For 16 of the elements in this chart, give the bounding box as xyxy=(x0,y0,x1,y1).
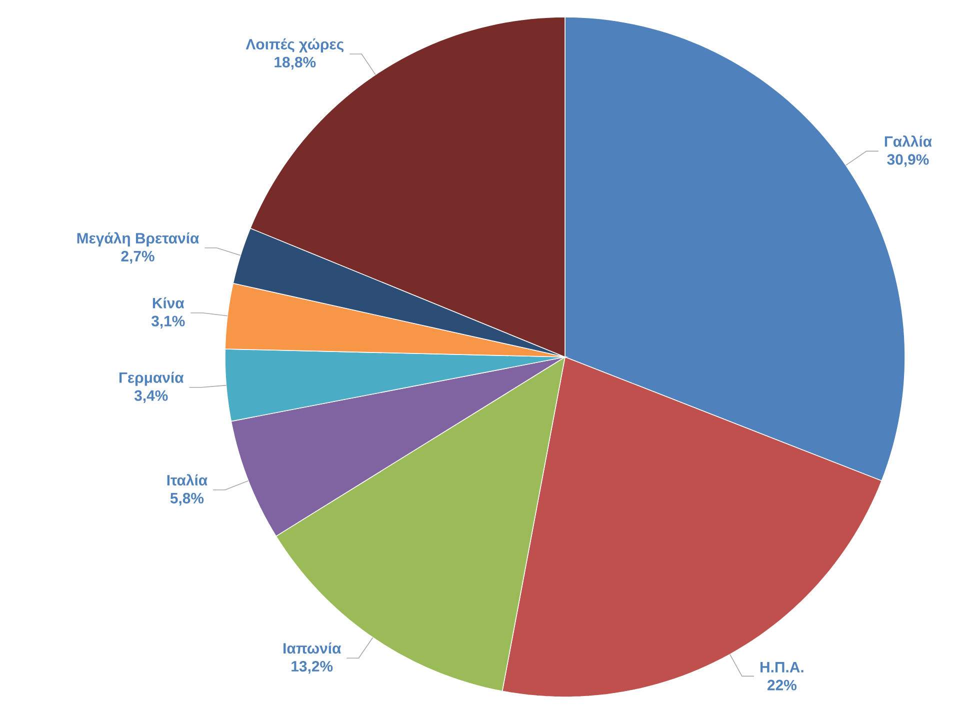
slice-label: Γερμανία xyxy=(119,372,184,386)
data-label: 3,1% xyxy=(151,316,185,329)
slice-label: Η.Π.Α. xyxy=(760,662,804,672)
data-label: 22% xyxy=(768,680,796,690)
slice-label: Κίνα xyxy=(152,297,184,308)
slice-label: Μεγάλη Βρετανία xyxy=(77,232,200,246)
data-label: 5,8% xyxy=(170,492,204,506)
slice-label: Λοιπές χώρες xyxy=(246,38,344,52)
slice-label: Ιαπωνία xyxy=(284,642,342,654)
data-label: 2,7% xyxy=(121,250,154,264)
data-label: 18,8% xyxy=(274,56,316,70)
slice-label: Ιταλία xyxy=(167,474,208,486)
data-label: 30,9% xyxy=(887,154,929,167)
data-label: 13,2% xyxy=(292,660,333,674)
slice-label: Γαλλία xyxy=(884,135,932,147)
data-label: 3,4% xyxy=(134,390,168,404)
